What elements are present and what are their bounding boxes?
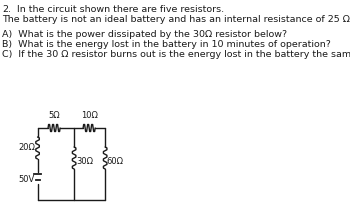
Text: 20Ω: 20Ω [18, 144, 35, 152]
Text: The battery is not an ideal battery and has an internal resistance of 25 Ω.: The battery is not an ideal battery and … [2, 15, 350, 24]
Text: In the circuit shown there are five resistors.: In the circuit shown there are five resi… [2, 5, 224, 14]
Text: 60Ω: 60Ω [107, 156, 124, 166]
Text: C)  If the 30 Ω resistor burns out is the energy lost in the battery the same? W: C) If the 30 Ω resistor burns out is the… [2, 50, 350, 59]
Text: 10Ω: 10Ω [81, 111, 98, 120]
Text: 30Ω: 30Ω [77, 156, 93, 166]
Text: 5Ω: 5Ω [48, 111, 60, 120]
Text: A)  What is the power dissipated by the 30Ω resistor below?: A) What is the power dissipated by the 3… [2, 30, 287, 39]
Text: B)  What is the energy lost in the battery in 10 minutes of operation?: B) What is the energy lost in the batter… [2, 40, 331, 49]
Text: 2.: 2. [2, 5, 11, 14]
Text: 50V: 50V [19, 176, 35, 184]
